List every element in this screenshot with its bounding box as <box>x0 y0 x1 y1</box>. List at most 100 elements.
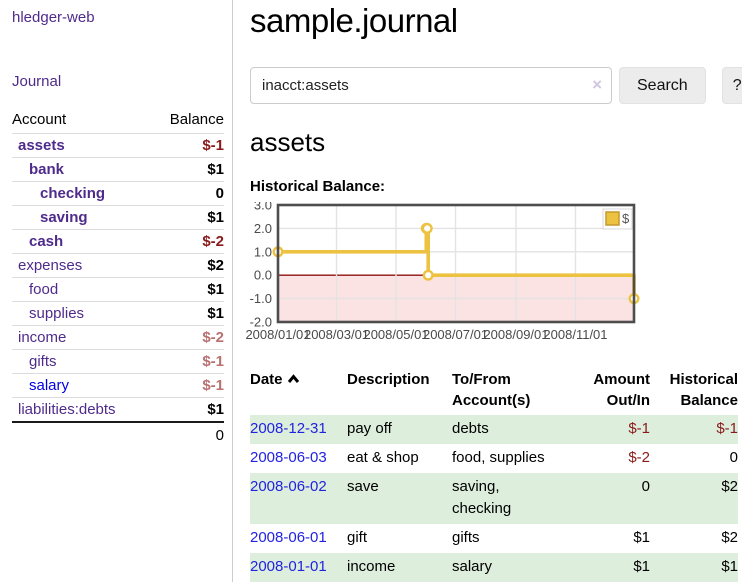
page-title: sample.journal <box>250 2 458 39</box>
svg-text:$: $ <box>622 211 630 226</box>
sidebar: hledger-web Journal Account Balance asse… <box>0 0 233 582</box>
svg-text:1.0: 1.0 <box>254 244 272 259</box>
accounts-table: Account Balance assets $-1 bank $1 checking 0… <box>12 108 224 448</box>
register-accounts: food, supplies <box>452 449 545 466</box>
account-row: liabilities:debts $1 <box>12 397 224 423</box>
account-row: supplies $1 <box>12 301 224 326</box>
app-title-link[interactable]: hledger-web <box>12 9 95 26</box>
register-row: 2008-01-01 income salary $1 $1 <box>250 553 738 582</box>
chart-title: Historical Balance: <box>250 178 386 195</box>
register-date-link[interactable]: 2008-06-03 <box>250 449 327 466</box>
account-balance: $1 <box>207 281 224 298</box>
account-balance: $-2 <box>202 329 224 346</box>
account-heading: assets <box>250 127 326 157</box>
register-date-link[interactable]: 2008-06-01 <box>250 529 327 546</box>
accounts-header-account: Account <box>12 111 67 128</box>
help-button[interactable]: ? <box>721 67 742 104</box>
account-link[interactable]: saving <box>40 209 88 226</box>
account-row: bank $1 <box>12 157 224 182</box>
account-row: food $1 <box>12 277 224 302</box>
account-link[interactable]: cash <box>29 233 64 250</box>
account-link[interactable]: salary <box>29 377 70 394</box>
account-link[interactable]: liabilities:debts <box>18 401 116 418</box>
account-balance: $1 <box>207 209 224 226</box>
historical-balance-chart[interactable]: $3.0 2.0 1.0 0.0 -1.0 -2.0 2008/01/01 2008/03/0… <box>244 198 742 349</box>
register-accounts: gifts <box>452 529 480 546</box>
register-description: gift <box>347 529 368 546</box>
accounts-header-row: Account Balance <box>12 108 224 134</box>
register-amount: $1 <box>633 558 650 575</box>
register-date-link[interactable]: 2008-12-31 <box>250 420 327 437</box>
register-header-row: Date Description To/From Account(s) Amou… <box>250 368 738 415</box>
register-accounts: saving, checking <box>452 478 512 517</box>
account-balance: $1 <box>207 401 224 418</box>
register-balance: 0 <box>729 449 738 466</box>
register-row: 2008-06-03 eat & shop food, supplies $-2 0 <box>250 444 738 473</box>
account-balance: $-1 <box>202 137 224 154</box>
account-row: gifts $-1 <box>12 349 224 374</box>
account-row: saving $1 <box>12 205 224 230</box>
register-date-link[interactable]: 2008-01-01 <box>250 558 327 575</box>
register-balance: $-1 <box>716 420 738 437</box>
svg-text:2008/03/01: 2008/03/01 <box>304 327 369 342</box>
account-link[interactable]: bank <box>29 161 65 178</box>
account-row: salary $-1 <box>12 373 224 398</box>
register-header-date[interactable]: Date <box>250 368 347 415</box>
account-row: assets $-1 <box>12 133 224 158</box>
svg-text:2008/07/01: 2008/07/01 <box>423 327 488 342</box>
accounts-total-row: 0 <box>12 421 224 448</box>
sort-ascending-icon <box>287 369 300 390</box>
account-balance: $-1 <box>202 353 224 370</box>
account-link[interactable]: income <box>18 329 67 346</box>
account-link[interactable]: assets <box>18 137 65 154</box>
register-amount: $-2 <box>628 449 650 466</box>
register-balance: $2 <box>721 478 738 495</box>
sidebar-journal-link[interactable]: Journal <box>12 73 62 90</box>
account-link[interactable]: food <box>29 281 59 298</box>
svg-text:2008/11/01: 2008/11/01 <box>543 327 607 342</box>
register-description: pay off <box>347 420 392 437</box>
accounts-total-value: 0 <box>151 421 224 448</box>
svg-text:2.0: 2.0 <box>254 221 272 236</box>
account-row: expenses $2 <box>12 253 224 278</box>
register-header-amount: Amount Out/In <box>593 371 650 409</box>
register-description: save <box>347 478 379 495</box>
account-balance: 0 <box>215 185 224 202</box>
account-link[interactable]: expenses <box>18 257 83 274</box>
svg-text:-2.0: -2.0 <box>250 315 272 330</box>
svg-text:2008/09/01: 2008/09/01 <box>483 327 548 342</box>
account-link[interactable]: checking <box>40 185 106 202</box>
account-balance: $1 <box>207 161 224 178</box>
account-balance: $2 <box>207 257 224 274</box>
register-table: Date Description To/From Account(s) Amou… <box>250 368 738 582</box>
register-header-description: Description <box>347 371 430 388</box>
register-amount: 0 <box>641 478 650 495</box>
search-input[interactable] <box>250 67 612 104</box>
clear-search-icon[interactable]: × <box>592 75 602 94</box>
register-description: eat & shop <box>347 449 419 466</box>
search-button[interactable]: Search <box>619 67 706 104</box>
account-row: checking 0 <box>12 181 224 206</box>
register-balance: $1 <box>721 558 738 575</box>
svg-text:3.0: 3.0 <box>254 202 272 213</box>
account-balance: $-1 <box>202 377 224 394</box>
register-date-link[interactable]: 2008-06-02 <box>250 478 327 495</box>
register-row: 2008-06-01 gift gifts $1 $2 <box>250 524 738 553</box>
svg-text:2008/01/01: 2008/01/01 <box>245 327 310 342</box>
register-header-account: To/From Account(s) <box>452 371 531 409</box>
register-balance: $2 <box>721 529 738 546</box>
svg-text:0.0: 0.0 <box>254 268 272 283</box>
register-accounts: salary <box>452 558 493 575</box>
register-header-balance: Historical Balance <box>669 371 738 409</box>
svg-text:-1.0: -1.0 <box>250 291 272 306</box>
register-amount: $1 <box>633 529 650 546</box>
account-link[interactable]: supplies <box>29 305 85 322</box>
account-balance: $-2 <box>202 233 224 250</box>
register-description: income <box>347 558 396 575</box>
accounts-header-balance: Balance <box>169 111 224 128</box>
account-row: cash $-2 <box>12 229 224 254</box>
account-link[interactable]: gifts <box>29 353 57 370</box>
register-row: 2008-06-02 save saving, checking 0 $2 <box>250 473 738 524</box>
search-bar: × Search ? <box>250 67 742 104</box>
